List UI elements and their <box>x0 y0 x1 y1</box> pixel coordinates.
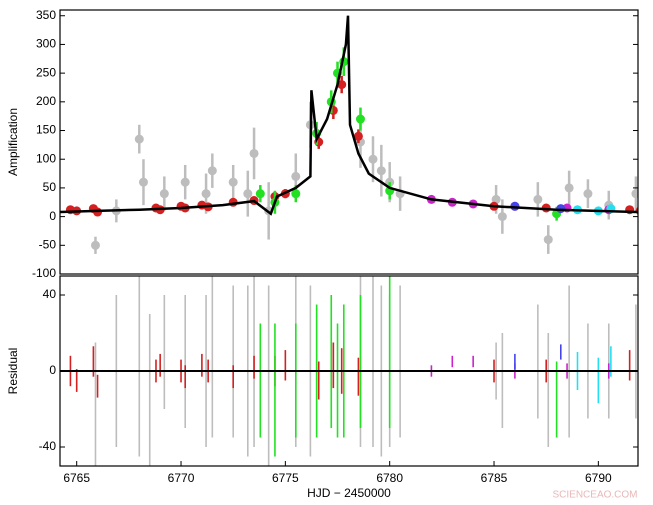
data-point <box>138 177 148 187</box>
data-point <box>497 212 507 222</box>
data-point <box>337 80 347 90</box>
data-point <box>249 148 259 158</box>
plot-area <box>60 15 638 254</box>
data-point <box>291 171 301 181</box>
y-tick-label: -100 <box>32 266 56 280</box>
data-point <box>134 134 144 144</box>
y-tick-label: 250 <box>36 65 56 79</box>
data-point <box>355 114 365 124</box>
data-point <box>564 183 574 193</box>
plot-frame <box>59 9 639 275</box>
data-point <box>228 177 238 187</box>
x-tick-label: 6785 <box>481 471 508 485</box>
y-tick-label: -50 <box>39 237 57 251</box>
data-point <box>583 189 593 199</box>
data-point <box>491 194 501 204</box>
y-tick-label: 150 <box>36 123 56 137</box>
x-tick-label: 6770 <box>168 471 195 485</box>
x-tick-label: 6780 <box>376 471 403 485</box>
model-line <box>60 15 638 216</box>
y-tick-label: 350 <box>36 8 56 22</box>
data-point <box>368 154 378 164</box>
y-tick-label: 0 <box>49 363 56 377</box>
data-point <box>533 194 543 204</box>
y-tick-label: -40 <box>39 439 57 453</box>
watermark: SCIENCEAO.COM <box>552 490 637 501</box>
data-point <box>376 166 386 176</box>
y-axis-label: Amplification <box>6 108 20 176</box>
data-point <box>159 189 169 199</box>
y-tick-label: 100 <box>36 151 56 165</box>
data-point <box>243 189 253 199</box>
y-tick-label: 0 <box>49 209 56 223</box>
data-point <box>180 177 190 187</box>
data-point <box>291 189 301 199</box>
data-point <box>255 189 265 199</box>
plot-area <box>69 276 637 466</box>
x-tick-label: 6765 <box>63 471 90 485</box>
data-point <box>543 235 553 245</box>
y-axis-label: Residual <box>6 348 20 395</box>
data-point <box>90 240 100 250</box>
y-tick-label: 300 <box>36 37 56 51</box>
x-tick-label: 6775 <box>272 471 299 485</box>
plot-frame <box>59 275 639 467</box>
y-tick-label: 40 <box>43 287 57 301</box>
data-point <box>201 189 211 199</box>
data-point <box>631 189 638 199</box>
y-tick-label: 200 <box>36 94 56 108</box>
x-axis-label: HJD − 2450000 <box>307 486 391 500</box>
x-tick-label: 6790 <box>585 471 612 485</box>
data-point <box>207 166 217 176</box>
data-point <box>353 131 363 141</box>
y-tick-label: 50 <box>43 180 57 194</box>
